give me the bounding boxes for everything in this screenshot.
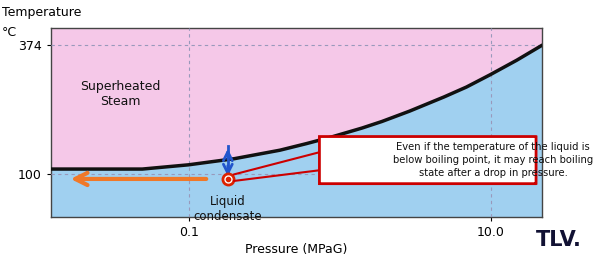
X-axis label: Pressure (MPaG): Pressure (MPaG): [245, 243, 347, 256]
Polygon shape: [50, 45, 542, 217]
Text: Superheated
Steam: Superheated Steam: [80, 80, 161, 108]
Text: TLV.: TLV.: [536, 230, 582, 250]
Text: Even if the temperature of the liquid is
below boiling point, it may reach boili: Even if the temperature of the liquid is…: [393, 142, 593, 178]
Text: °C: °C: [2, 26, 17, 39]
FancyBboxPatch shape: [319, 136, 536, 184]
Text: Liquid
condensate: Liquid condensate: [194, 196, 262, 223]
Text: Temperature: Temperature: [2, 5, 81, 18]
